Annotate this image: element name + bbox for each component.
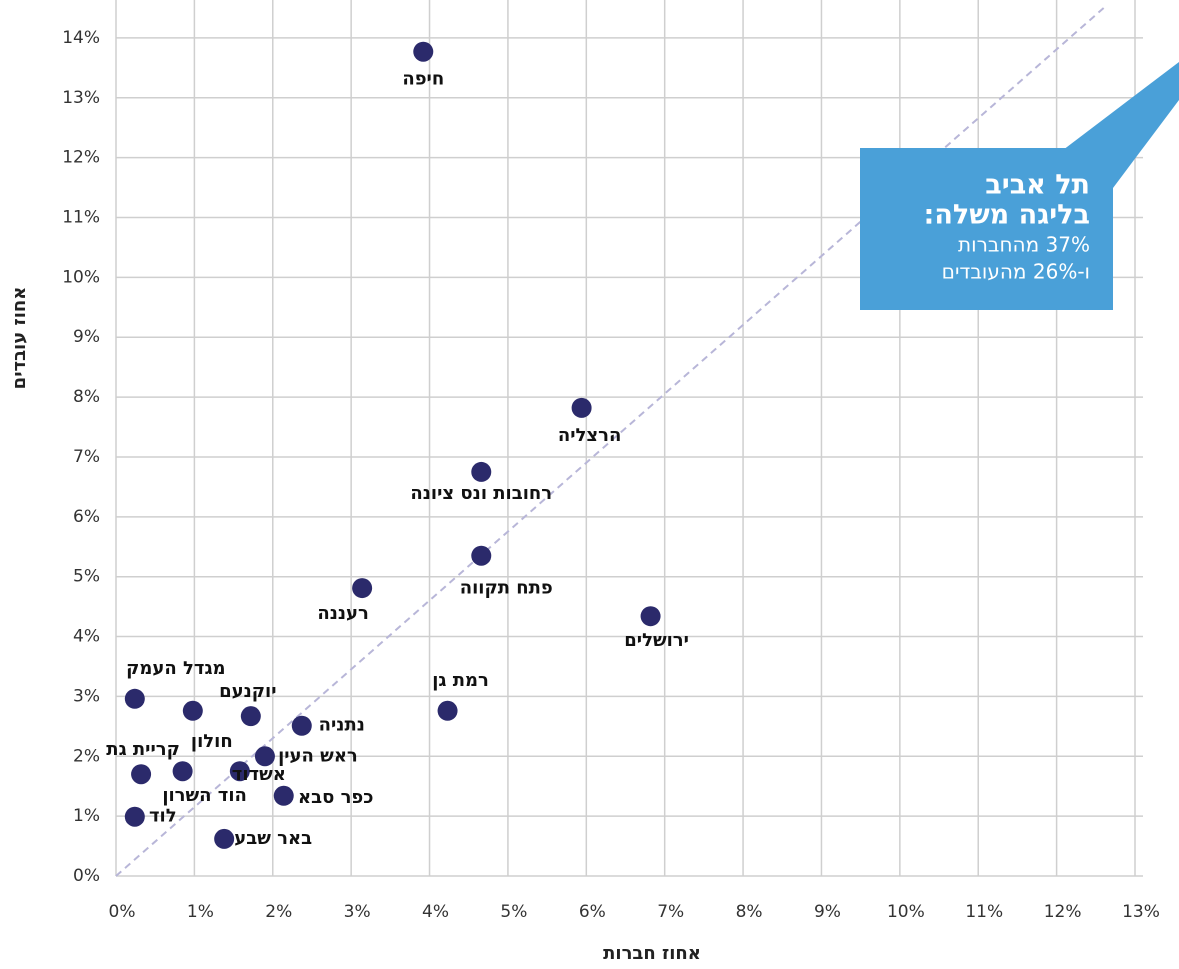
point-label: לוד xyxy=(149,806,177,827)
point-label: ירושלים xyxy=(624,630,689,651)
point-label: רעננה xyxy=(317,603,369,624)
point xyxy=(471,461,492,482)
point xyxy=(413,41,434,62)
y-tick-label: 3% xyxy=(73,686,100,706)
point xyxy=(471,545,492,566)
point xyxy=(640,606,661,627)
y-tick-label: 1% xyxy=(73,806,100,826)
y-tick-label: 8% xyxy=(73,387,100,407)
callout-box xyxy=(860,148,1113,310)
y-tick-label: 9% xyxy=(73,327,100,347)
x-tick-label: 3% xyxy=(344,902,371,922)
point xyxy=(571,397,592,418)
point-label: הוד השרון xyxy=(162,785,247,806)
point xyxy=(172,761,193,782)
point-label: רמת גן xyxy=(432,670,489,691)
y-tick-label: 7% xyxy=(73,447,100,467)
point xyxy=(182,700,203,721)
y-tick-label: 11% xyxy=(62,208,100,228)
x-tick-label: 8% xyxy=(736,902,763,922)
x-tick-label: 5% xyxy=(500,902,527,922)
x-tick-label: 2% xyxy=(265,902,292,922)
callout-line: 37% מהחברות xyxy=(958,233,1090,257)
y-tick-label: 4% xyxy=(73,627,100,647)
x-tick-label: 1% xyxy=(187,902,214,922)
point-label: חולון xyxy=(191,731,233,752)
y-tick-label: 6% xyxy=(73,507,100,527)
point xyxy=(229,761,250,782)
point-label: קריית גת xyxy=(106,739,180,760)
point-label: ראש העין xyxy=(278,745,358,766)
point xyxy=(254,746,275,767)
point xyxy=(131,764,152,785)
callout-title: תל אביב xyxy=(985,170,1090,201)
x-axis-title: אחוז חברות xyxy=(603,943,701,964)
point-label: כפר סבא xyxy=(298,787,373,808)
y-tick-label: 5% xyxy=(73,567,100,587)
point xyxy=(124,806,145,827)
point xyxy=(240,706,261,727)
point xyxy=(352,578,373,599)
point-label: מגדל העמק xyxy=(126,658,225,679)
point-label: אשדוד xyxy=(232,764,286,785)
x-tick-label: 7% xyxy=(657,902,684,922)
x-tick-label: 10% xyxy=(887,902,925,922)
point xyxy=(291,715,312,736)
point-label: רחובות ונס ציונה xyxy=(410,483,552,504)
callout-subtitle: בליגה משלה: xyxy=(924,200,1090,231)
point-label: נתניה xyxy=(319,715,365,736)
point-label: פתח תקווה xyxy=(460,578,553,599)
y-tick-label: 10% xyxy=(62,267,100,287)
point-label: יוקנעם xyxy=(219,681,276,702)
point xyxy=(437,700,458,721)
y-tick-label: 14% xyxy=(62,28,100,48)
point-label: באר שבע xyxy=(234,828,312,849)
point-label: חיפה xyxy=(402,69,444,90)
point xyxy=(273,785,294,806)
point xyxy=(124,688,145,709)
x-tick-label: 4% xyxy=(422,902,449,922)
y-tick-label: 12% xyxy=(62,148,100,168)
x-tick-label: 9% xyxy=(814,902,841,922)
y-axis-title: אחוז עובדים xyxy=(9,287,30,390)
point xyxy=(214,828,235,849)
point-label: הרצליה xyxy=(558,425,622,446)
y-tick-label: 2% xyxy=(73,746,100,766)
x-tick-label: 12% xyxy=(1044,902,1082,922)
x-tick-label: 0% xyxy=(109,902,136,922)
y-tick-label: 13% xyxy=(62,88,100,108)
x-tick-label: 11% xyxy=(965,902,1003,922)
x-tick-label: 13% xyxy=(1122,902,1160,922)
callout-line: ו-26% מהעובדים xyxy=(942,260,1090,284)
y-tick-label: 0% xyxy=(73,866,100,886)
x-tick-label: 6% xyxy=(579,902,606,922)
